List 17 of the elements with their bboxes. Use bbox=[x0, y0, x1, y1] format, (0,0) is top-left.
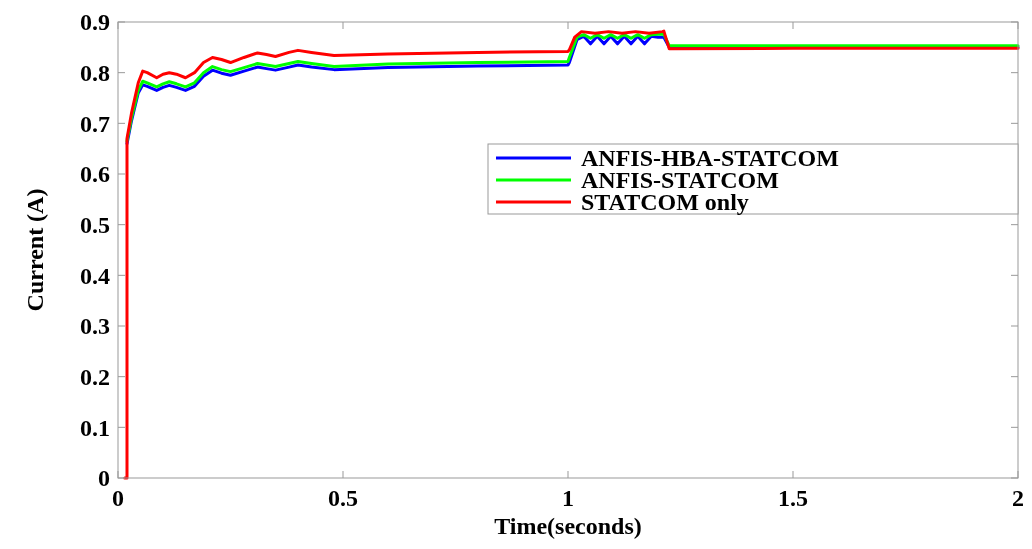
x-tick-label: 1.5 bbox=[778, 485, 808, 511]
y-tick-label: 0.4 bbox=[80, 262, 110, 289]
x-tick-label: 1 bbox=[562, 485, 574, 511]
y-tick-label: 0.3 bbox=[80, 313, 110, 340]
y-tick-label: 0.6 bbox=[80, 161, 110, 188]
y-tick-label: 0.9 bbox=[80, 9, 110, 36]
y-tick-label: 0.8 bbox=[80, 60, 110, 87]
y-tick-label: 0.7 bbox=[80, 110, 110, 137]
x-tick-label: 2 bbox=[1012, 485, 1024, 511]
y-tick-label: 0 bbox=[98, 465, 110, 492]
y-tick-label: 0.2 bbox=[80, 364, 110, 391]
x-tick-label: 0.5 bbox=[328, 485, 358, 511]
y-tick-label: 0.5 bbox=[80, 212, 110, 239]
line-series bbox=[123, 29, 1020, 480]
x-axis-title: Time(seconds) bbox=[494, 513, 642, 539]
y-axis-title: Current (A) bbox=[22, 188, 48, 312]
y-tick-label: 0.1 bbox=[80, 414, 110, 441]
